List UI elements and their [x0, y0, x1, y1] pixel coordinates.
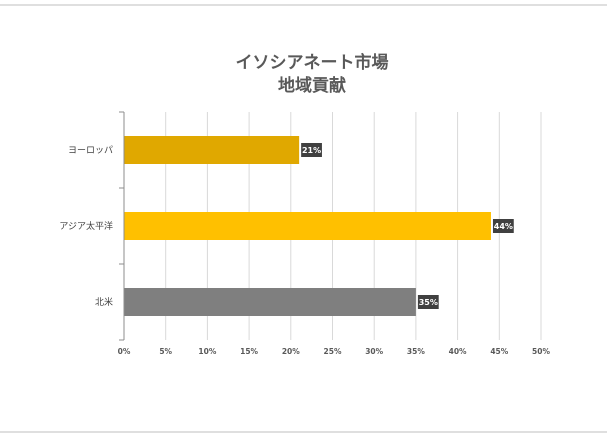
chart-title-line-1: イソシアネート市場: [236, 52, 389, 73]
bar: [124, 212, 491, 240]
data-label: 44%: [494, 222, 513, 231]
axes: [119, 111, 125, 341]
x-tick-label: 0%: [118, 347, 131, 356]
bar: [124, 288, 416, 316]
x-tick-label: 40%: [449, 347, 467, 356]
data-label-box: [301, 143, 322, 157]
x-tick-label: 5%: [159, 347, 172, 356]
category-label: 北米: [95, 296, 113, 308]
x-tick-label: 50%: [532, 347, 550, 356]
x-tick-label: 25%: [324, 347, 342, 356]
chart-title-line-2: 地域貢献: [278, 75, 346, 96]
data-label: 21%: [302, 146, 321, 155]
category-label: ヨーロッパ: [68, 145, 113, 156]
x-tick-label: 35%: [407, 347, 425, 356]
data-label-box: [417, 295, 439, 309]
x-tick-label: 15%: [240, 347, 258, 356]
x-tick-label: 30%: [365, 347, 383, 356]
x-tick-label: 20%: [282, 347, 300, 356]
labels: 0% 5% 10% 15% 20% 25% 30% 35% 40% 45% 50% ヨーロッパ 21% ア…: [59, 143, 550, 356]
bars: [124, 136, 491, 316]
x-tick-label: 45%: [490, 347, 508, 356]
data-label-box: [492, 219, 514, 233]
data-label: 35%: [419, 298, 438, 307]
bar: [124, 136, 300, 164]
x-tick-label: 10%: [198, 347, 216, 356]
category-label: アジア太平洋: [59, 220, 113, 232]
